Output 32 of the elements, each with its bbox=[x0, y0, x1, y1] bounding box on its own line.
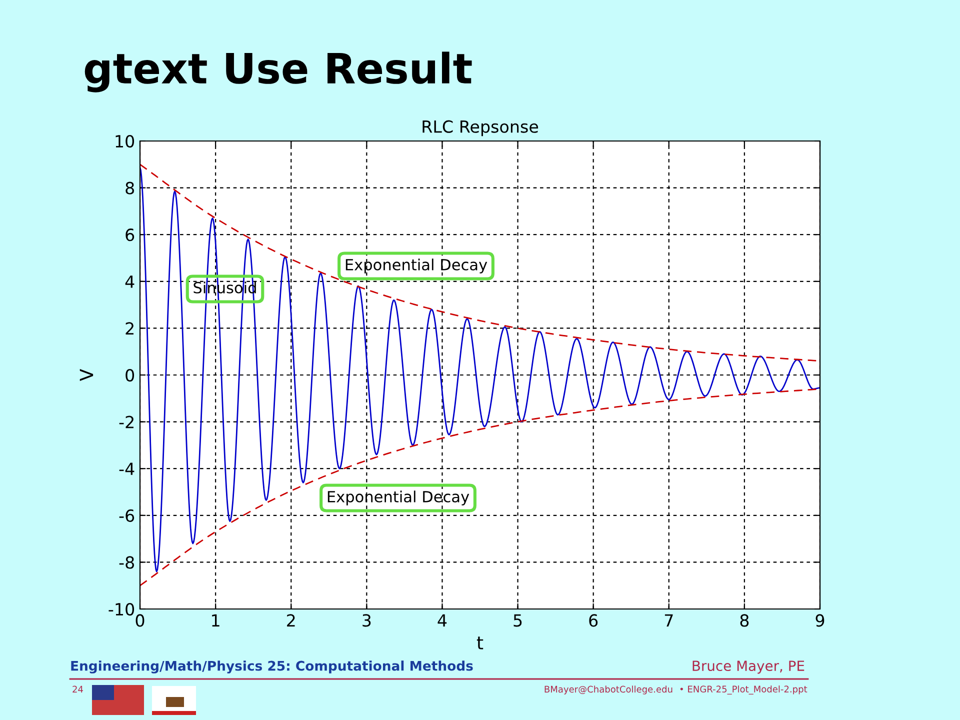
y-tick-label: -10 bbox=[108, 602, 134, 616]
x-tick-label: 0 bbox=[136, 614, 144, 627]
text: BMayer@ChabotCollege.edu bbox=[544, 686, 672, 694]
annotation: Exponential Decay bbox=[328, 490, 470, 506]
text: Engineering/Math/Physics 25: Computational Methods bbox=[71, 660, 473, 674]
y-tick-label: 0 bbox=[126, 368, 134, 382]
text: gtext Use Result bbox=[84, 52, 472, 92]
y-tick-label: 2 bbox=[126, 322, 134, 335]
x-axis-title: t bbox=[476, 636, 484, 650]
x-tick-label: 6 bbox=[589, 614, 598, 627]
x-tick-label: 8 bbox=[740, 614, 749, 627]
y-tick-label: 6 bbox=[126, 228, 134, 242]
y-tick-label: -6 bbox=[119, 509, 134, 522]
y-axis-title: V bbox=[80, 368, 94, 382]
y-tick-label: -8 bbox=[119, 556, 134, 569]
x-tick-label: 9 bbox=[816, 614, 824, 627]
annotation: Exponential Decay bbox=[346, 258, 488, 274]
y-tick-label: -2 bbox=[119, 416, 134, 428]
x-tick-label: 4 bbox=[438, 614, 447, 627]
x-tick-label: 2 bbox=[287, 614, 295, 627]
y-tick-label: 8 bbox=[126, 182, 134, 194]
text: • ENGR-25_Plot_Model-2.ppt bbox=[680, 686, 808, 694]
x-tick-label: 3 bbox=[362, 614, 371, 627]
y-tick-label: 10 bbox=[116, 134, 134, 148]
y-tick-label: -4 bbox=[119, 462, 134, 475]
x-tick-label: 5 bbox=[514, 614, 522, 627]
x-tick-label: 1 bbox=[212, 614, 220, 627]
y-tick-label: 4 bbox=[125, 276, 134, 288]
chart-title: RLC Repsonse bbox=[422, 120, 538, 136]
text: 24 bbox=[72, 686, 83, 692]
text: Bruce Mayer, PE bbox=[692, 660, 804, 674]
x-tick-label: 7 bbox=[664, 614, 673, 627]
